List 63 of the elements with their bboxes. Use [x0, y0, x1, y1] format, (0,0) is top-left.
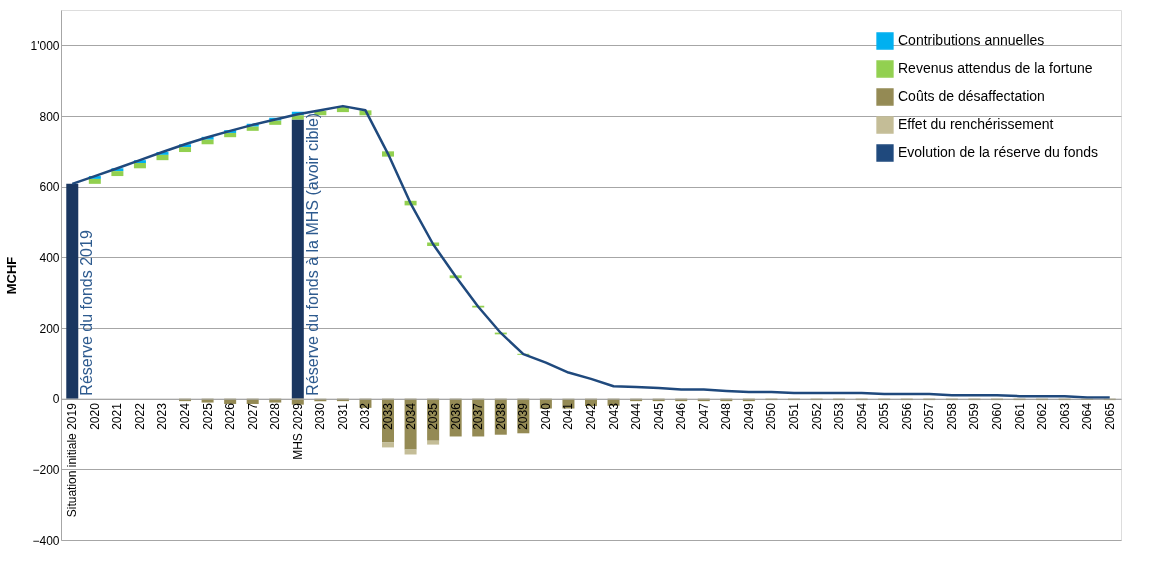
y-tick-label: 1'000	[30, 38, 60, 53]
y-tick-label: −400	[32, 533, 60, 548]
annotation: Réserve du fonds 2019	[78, 230, 96, 396]
annotation: Réserve du fonds à la MHS (avoir cible)	[303, 112, 321, 396]
y-tick-label: 200	[39, 321, 60, 336]
x-tick-label: 2027	[245, 402, 260, 430]
x-tick-label: 2055	[877, 402, 892, 430]
x-tick-label: 2047	[696, 402, 711, 430]
x-tick-label: 2065	[1102, 402, 1117, 430]
x-tick-label: 2032	[358, 402, 373, 430]
x-tick-label: 2025	[200, 402, 215, 430]
x-tick-label: 2056	[899, 402, 914, 430]
x-tick-label: 2043	[606, 402, 621, 430]
x-tick-label: 2030	[313, 402, 328, 430]
x-tick-label: 2051	[786, 402, 801, 430]
y-axis-title: MCHF	[3, 256, 19, 295]
x-tick-label: 2060	[989, 402, 1004, 430]
y-tick-label: −200	[32, 462, 60, 477]
x-tick-label: 2046	[674, 402, 689, 430]
x-tick-label: 2033	[381, 402, 396, 430]
x-tick-label: 2040	[538, 402, 553, 430]
x-tick-label: 2057	[922, 402, 937, 430]
y-tick-label: 600	[39, 180, 60, 195]
x-tick-label: 2044	[629, 402, 644, 430]
legend-label: Revenus attendus de la fortune	[898, 60, 1093, 76]
y-tick-label: 0	[52, 392, 60, 407]
x-tick-label: 2061	[1012, 402, 1027, 430]
x-tick-label: 2041	[561, 402, 576, 430]
x-tick-label: 2048	[719, 402, 734, 430]
x-tick-label: 2038	[493, 402, 508, 430]
x-tick-label: 2022	[132, 402, 147, 430]
x-tick-label: 2035	[426, 402, 441, 430]
x-tick-label: 2026	[223, 402, 238, 430]
x-tick-label: 2020	[87, 402, 102, 430]
x-tick-label: 2054	[854, 402, 869, 430]
x-tick-label: Situation initiale 2019	[65, 402, 80, 518]
x-tick-label: 2049	[741, 402, 756, 430]
legend-label: Contributions annuelles	[898, 32, 1045, 48]
x-tick-label: 2037	[471, 402, 486, 430]
x-tick-label: 2045	[651, 402, 666, 430]
legend-label: Evolution de la réserve du fonds	[898, 144, 1099, 160]
x-tick-label: 2062	[1035, 402, 1050, 430]
x-tick-label: 2021	[110, 402, 125, 430]
y-tick-label: 800	[39, 109, 60, 124]
x-tick-label: 2059	[967, 402, 982, 430]
x-tick-label: 2050	[764, 402, 779, 430]
x-tick-label: 2052	[809, 402, 824, 430]
x-tick-label: 2064	[1080, 402, 1095, 430]
x-tick-label: 2053	[832, 402, 847, 430]
legend-label: Coûts de désaffectation	[898, 88, 1045, 104]
x-tick-label: 2036	[448, 402, 463, 430]
x-tick-label: 2024	[178, 402, 193, 430]
x-tick-label: 2028	[268, 402, 283, 430]
y-tick-label: 400	[39, 250, 60, 265]
legend-label: Effet du renchérissement	[898, 116, 1054, 132]
x-tick-label: 2031	[335, 402, 350, 430]
x-tick-label: 2034	[403, 402, 418, 430]
x-tick-label: 2039	[516, 402, 531, 430]
x-tick-label: 2063	[1057, 402, 1072, 430]
x-tick-label: MHS 2029	[290, 402, 305, 460]
x-tick-label: 2058	[944, 402, 959, 430]
x-tick-label: 2023	[155, 402, 170, 430]
x-tick-label: 2042	[584, 402, 598, 430]
